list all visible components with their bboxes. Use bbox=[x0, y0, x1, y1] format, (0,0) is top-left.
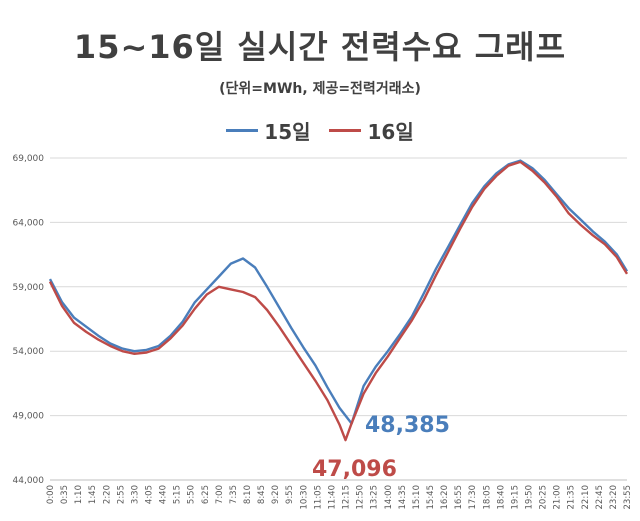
x-tick-label: 12:15 bbox=[342, 485, 352, 510]
y-tick-label: 54,000 bbox=[13, 347, 45, 357]
series-line-15 bbox=[48, 159, 629, 425]
x-tick-label: 16:20 bbox=[440, 485, 450, 510]
x-tick-label: 4:40 bbox=[159, 485, 169, 504]
x-tick-label: 18:05 bbox=[482, 485, 492, 510]
x-tick-label: 19:15 bbox=[510, 485, 520, 510]
legend: 15일 16일 bbox=[0, 113, 640, 145]
x-tick-label: 10:30 bbox=[299, 485, 309, 510]
annotation-min-15: 48,385 bbox=[365, 413, 450, 438]
chart-title: 15~16일 실시간 전력수요 그래프 bbox=[73, 28, 567, 66]
x-tick-label: 0:00 bbox=[46, 485, 56, 504]
legend-swatch-15 bbox=[226, 129, 259, 132]
x-tick-label: 8:45 bbox=[257, 485, 267, 504]
y-tick-label: 49,000 bbox=[13, 412, 45, 422]
x-tick-label: 1:45 bbox=[88, 485, 98, 504]
x-tick-label: 22:10 bbox=[581, 485, 591, 510]
x-tick-label: 9:55 bbox=[285, 485, 295, 504]
x-tick-label: 12:50 bbox=[356, 485, 366, 510]
legend-item-15: 15일 bbox=[226, 116, 311, 145]
x-tick-label: 19:50 bbox=[524, 485, 534, 510]
x-tick-label: 0:35 bbox=[60, 485, 70, 504]
y-tick-label: 69,000 bbox=[13, 154, 45, 164]
x-tick-label: 4:05 bbox=[145, 485, 155, 504]
x-tick-label: 11:05 bbox=[313, 485, 323, 510]
x-tick-label: 7:35 bbox=[229, 485, 239, 504]
legend-label-16: 16일 bbox=[367, 120, 414, 144]
y-tick-label: 59,000 bbox=[13, 283, 45, 293]
x-tick-label: 22:45 bbox=[595, 485, 605, 510]
x-tick-label: 8:10 bbox=[243, 485, 253, 504]
x-tick-label: 16:55 bbox=[454, 485, 464, 510]
legend-swatch-16 bbox=[329, 129, 362, 132]
x-tick-label: 17:30 bbox=[468, 485, 478, 510]
x-tick-label: 15:10 bbox=[412, 485, 422, 510]
x-tick-label: 9:20 bbox=[271, 485, 281, 504]
x-tick-label: 3:30 bbox=[130, 485, 140, 504]
x-tick-label: 23:55 bbox=[623, 485, 633, 510]
x-tick-label: 21:00 bbox=[553, 485, 563, 510]
x-tick-label: 18:40 bbox=[496, 485, 506, 510]
chart-subtitle: (단위=MWh, 제공=전력거래소) bbox=[219, 81, 421, 97]
series-line-16 bbox=[48, 160, 629, 442]
x-tick-label: 13:25 bbox=[370, 485, 380, 510]
x-tick-label: 5:15 bbox=[173, 485, 183, 504]
x-tick-label: 2:20 bbox=[102, 485, 112, 504]
x-tick-label: 1:10 bbox=[74, 485, 84, 504]
x-tick-label: 14:00 bbox=[384, 485, 394, 510]
x-tick-label: 23:20 bbox=[609, 485, 619, 510]
x-tick-label: 20:25 bbox=[539, 485, 549, 510]
y-tick-label: 64,000 bbox=[13, 218, 45, 228]
x-tick-label: 15:45 bbox=[426, 485, 436, 510]
y-tick-label: 44,000 bbox=[13, 476, 45, 486]
x-tick-label: 2:55 bbox=[116, 485, 126, 504]
x-tick-label: 14:35 bbox=[398, 485, 408, 510]
x-tick-label: 7:00 bbox=[215, 485, 225, 504]
x-tick-label: 5:50 bbox=[187, 485, 197, 504]
x-tick-label: 21:35 bbox=[567, 485, 577, 510]
legend-label-15: 15일 bbox=[264, 120, 311, 144]
annotation-min-16: 47,096 bbox=[312, 457, 397, 482]
x-tick-label: 6:25 bbox=[201, 485, 211, 504]
legend-item-16: 16일 bbox=[329, 116, 414, 145]
x-tick-label: 11:40 bbox=[327, 485, 337, 510]
